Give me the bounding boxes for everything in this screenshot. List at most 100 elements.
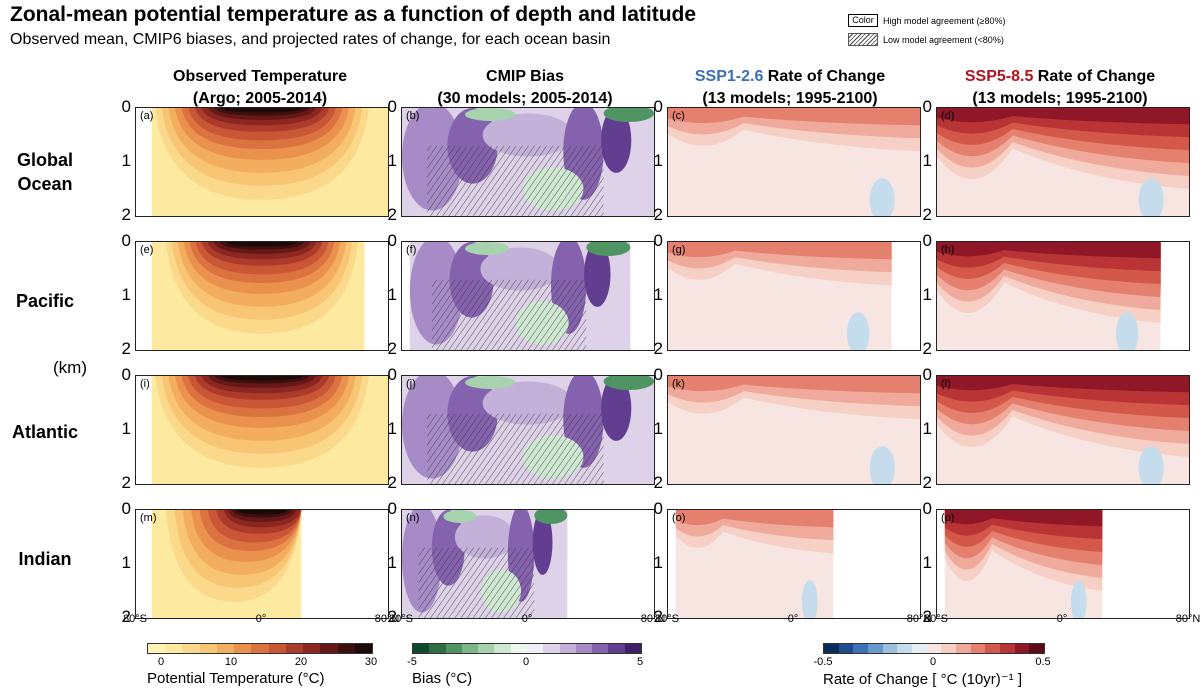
bias-patch bbox=[482, 381, 574, 425]
panel-letter: (a) bbox=[140, 110, 154, 122]
bias-patch bbox=[603, 376, 654, 391]
rate-of-change-band bbox=[668, 376, 920, 394]
colorbar-swatch bbox=[337, 644, 355, 653]
heatmap-svg bbox=[402, 510, 654, 618]
heatmap-svg bbox=[668, 376, 920, 484]
y-axis-unit-label: (km) bbox=[53, 358, 87, 377]
heatmap-panel: (p) bbox=[936, 509, 1190, 619]
heatmap-svg bbox=[151, 510, 388, 618]
ocean-field bbox=[944, 510, 1189, 618]
no-data-mask bbox=[891, 290, 920, 350]
colorbar-swatch bbox=[624, 644, 641, 653]
rate-label: Rate of Change bbox=[763, 68, 886, 85]
colorbar-tick-label: 0 bbox=[522, 656, 530, 668]
scenario-ssp585-label: SSP5-8.5 bbox=[964, 68, 1034, 85]
colorbar-swatch bbox=[853, 644, 869, 653]
y-tick-label: 0 bbox=[387, 97, 397, 116]
y-tick-label: 1 bbox=[653, 285, 663, 304]
colorbar-tick-label: -0.5 bbox=[813, 656, 833, 668]
colorbar-swatch bbox=[868, 644, 883, 653]
colorbar-swatch bbox=[478, 644, 495, 653]
page-title: Zonal-mean potential temperature as a fu… bbox=[10, 3, 697, 26]
y-tick-label: 1 bbox=[922, 419, 932, 438]
bias-patch bbox=[534, 510, 568, 525]
cooling-patch bbox=[869, 446, 895, 484]
heatmap-panel: (o) bbox=[667, 509, 921, 619]
x-tick-label: 0° bbox=[787, 613, 799, 625]
colorbar-swatch bbox=[148, 644, 166, 653]
colorbar-swatch bbox=[494, 644, 511, 653]
x-tick-label: 80°N bbox=[374, 613, 400, 625]
row-label-line1: Indian bbox=[18, 549, 72, 569]
colorbar-swatch bbox=[1000, 644, 1015, 653]
panel-letter: (k) bbox=[672, 378, 685, 390]
colorbar-swatch bbox=[592, 644, 609, 653]
colorbar-swatch bbox=[445, 644, 462, 653]
bias-patch bbox=[465, 242, 510, 255]
colorbar-swatch bbox=[510, 644, 527, 653]
x-tick-label: 80°N bbox=[1175, 613, 1200, 625]
no-data-mask bbox=[1102, 558, 1189, 618]
y-tick-label: 1 bbox=[922, 151, 932, 170]
y-tick-label: 2 bbox=[121, 339, 131, 358]
low-agreement-hatching bbox=[427, 145, 604, 216]
y-tick-label: 1 bbox=[653, 151, 663, 170]
colorbar-swatch bbox=[970, 644, 986, 653]
ocean-field bbox=[402, 376, 654, 484]
heatmap-panel: (j) bbox=[401, 375, 655, 485]
y-tick-label: 2 bbox=[387, 339, 397, 358]
rate-of-change-band bbox=[668, 108, 920, 126]
x-tick-label: 80°S bbox=[389, 613, 413, 625]
heatmap-svg bbox=[937, 376, 1189, 484]
colorbar-swatch bbox=[216, 644, 235, 653]
y-tick-label: 0 bbox=[387, 231, 397, 250]
colorbar-gradient bbox=[412, 643, 642, 654]
rate-of-change-band bbox=[944, 510, 1103, 527]
y-tick-label: 0 bbox=[387, 499, 397, 518]
colorbar-swatch bbox=[354, 644, 373, 653]
rate-of-change-band bbox=[675, 510, 834, 528]
heatmap-panel: (e) bbox=[135, 241, 389, 351]
bias-patch bbox=[586, 242, 631, 257]
y-tick-label: 1 bbox=[121, 553, 131, 572]
panel-letter: (m) bbox=[140, 512, 157, 524]
colorbar-swatch bbox=[251, 644, 269, 653]
ocean-field bbox=[402, 510, 654, 618]
ocean-field bbox=[402, 108, 654, 216]
column-header-cmip-bias: CMIP Bias (30 models; 2005-2014) bbox=[400, 66, 650, 110]
cooling-patch bbox=[1115, 312, 1139, 350]
key-low-agreement: Low model agreement (<80%) bbox=[848, 33, 1004, 46]
y-tick-label: 1 bbox=[387, 285, 397, 304]
colorbar-swatch bbox=[824, 644, 839, 653]
key-high-agreement: Color High model agreement (≥80%) bbox=[848, 14, 1006, 27]
colorbar-title: Rate of Change [ °C (10yr)⁻¹ ] bbox=[823, 671, 1022, 688]
y-tick-label: 1 bbox=[653, 553, 663, 572]
panel-letter: (n) bbox=[406, 512, 420, 524]
page-subtitle: Observed mean, CMIP6 biases, and project… bbox=[10, 31, 611, 48]
x-tick-label: 80°N bbox=[906, 613, 932, 625]
no-data-mask bbox=[567, 558, 654, 618]
panel-letter: (p) bbox=[941, 512, 955, 524]
colorbar-tick-label: 0 bbox=[157, 656, 165, 668]
bias-patch bbox=[465, 108, 516, 121]
ocean-field bbox=[937, 108, 1189, 216]
column-header-line2: (30 models; 2005-2014) bbox=[437, 90, 613, 107]
ocean-field bbox=[151, 108, 388, 216]
y-tick-label: 1 bbox=[121, 285, 131, 304]
x-tick-label: 80°S bbox=[924, 613, 948, 625]
colorbar-gradient bbox=[823, 643, 1045, 654]
colorbar-title: Bias (°C) bbox=[412, 670, 473, 687]
heatmap-panel: (b) bbox=[401, 107, 655, 217]
scenario-ssp126-label: SSP1-2.6 bbox=[694, 68, 764, 85]
key-high-label: High model agreement (≥80%) bbox=[883, 15, 1006, 26]
bias-patch bbox=[465, 376, 516, 389]
colorbar-swatch bbox=[303, 644, 321, 653]
colorbar-tick-label: 10 bbox=[224, 656, 238, 668]
heatmap-svg bbox=[402, 108, 654, 216]
y-tick-label: 1 bbox=[387, 553, 397, 572]
colorbar-swatch bbox=[285, 644, 304, 653]
heatmap-panel: (m) bbox=[135, 509, 389, 619]
bias-patch bbox=[601, 376, 632, 441]
heatmap-panel: (k) bbox=[667, 375, 921, 485]
heatmap-panel: (h) bbox=[936, 241, 1190, 351]
